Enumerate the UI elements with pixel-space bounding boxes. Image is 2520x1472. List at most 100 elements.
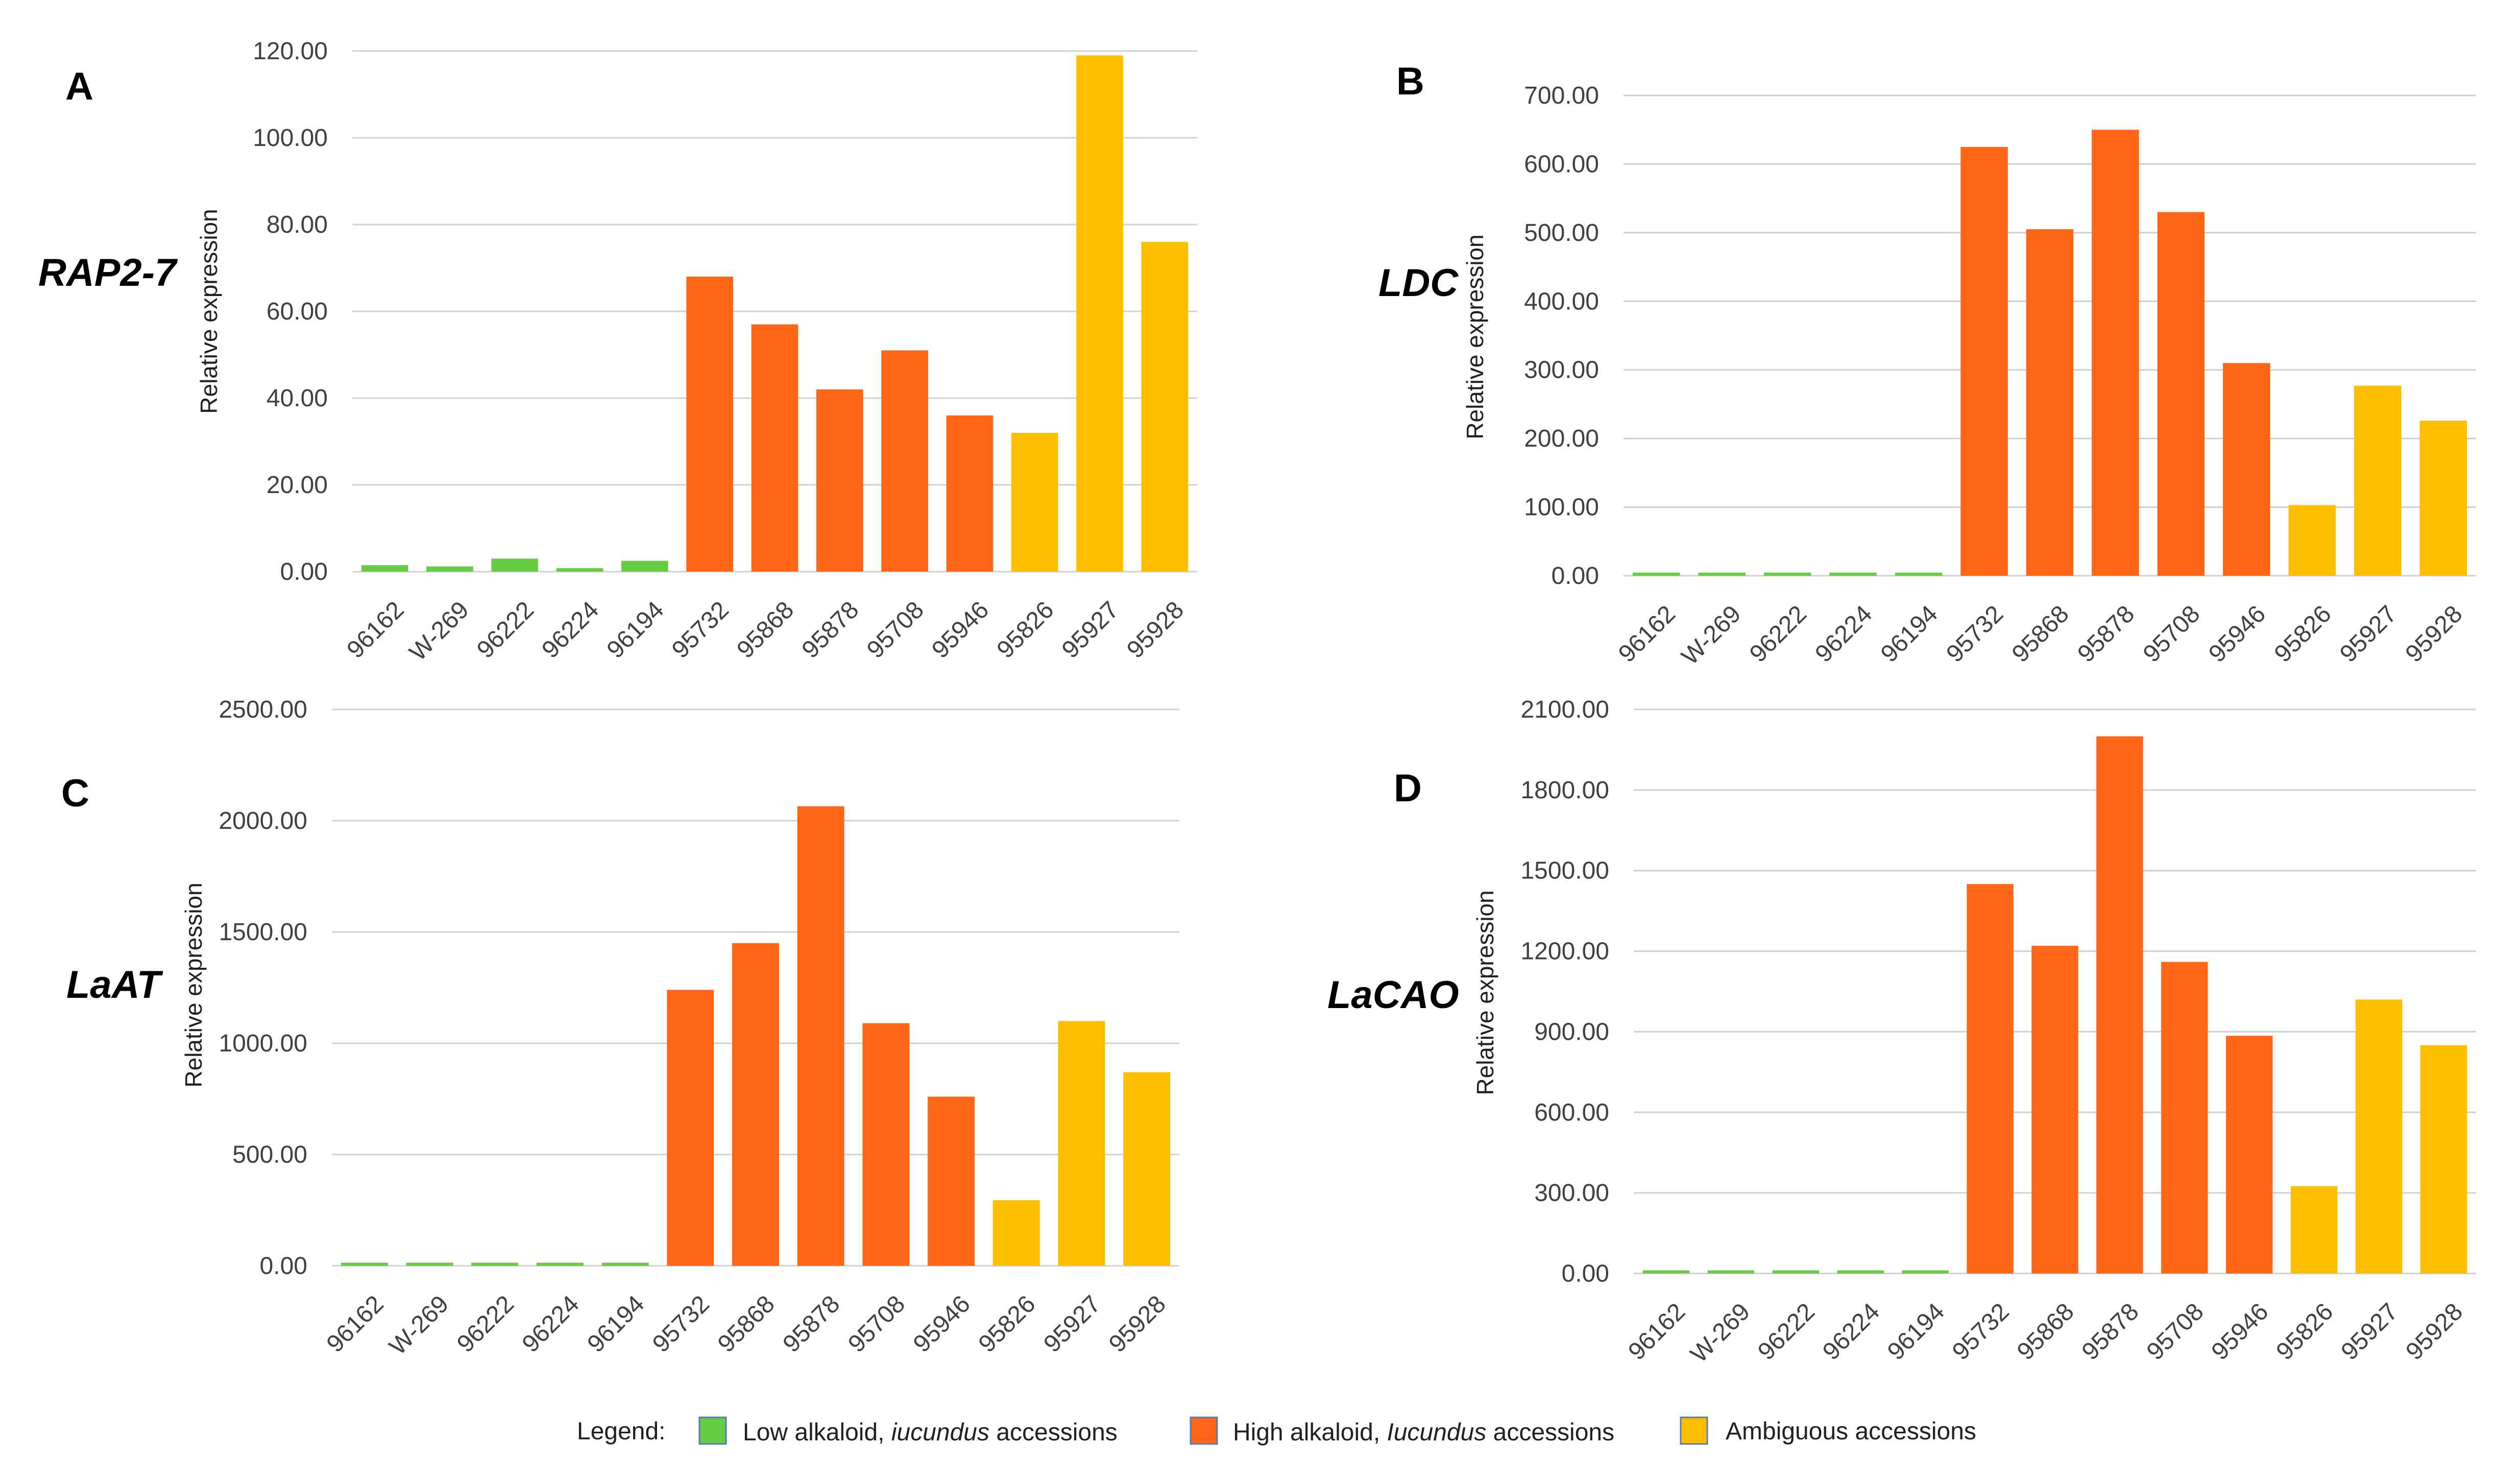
x-tick-label: 95928 <box>1122 596 1189 664</box>
x-tick-label: 95927 <box>1057 596 1124 664</box>
x-tick-label: 95946 <box>2207 1298 2274 1365</box>
bar-96224 <box>536 1263 584 1266</box>
y-tick-label: 0.00 <box>260 1253 307 1280</box>
x-tick-label: W-269 <box>404 596 474 666</box>
x-tick-label: 95928 <box>1104 1290 1171 1358</box>
x-tick-label: 96224 <box>1810 600 1878 668</box>
x-tick-label: 95826 <box>974 1290 1041 1358</box>
x-tick-label: 96222 <box>472 596 539 664</box>
bar-96194 <box>1895 573 1943 576</box>
x-tick-label: W-269 <box>384 1290 454 1360</box>
bar-96224 <box>1837 1270 1884 1273</box>
x-tick-label: 95878 <box>778 1290 845 1358</box>
y-tick-label: 1500.00 <box>1520 857 1609 885</box>
bar-95826 <box>1011 433 1058 572</box>
x-tick-label: 95826 <box>992 596 1059 664</box>
x-tick-label: 95826 <box>2269 600 2337 668</box>
bar-96222 <box>471 1263 519 1266</box>
y-tick-label: 500.00 <box>1524 219 1599 247</box>
bar-95708 <box>881 350 928 572</box>
x-tick-label: 95732 <box>667 596 734 664</box>
y-tick-label: 1500.00 <box>219 919 307 946</box>
bar-95928 <box>2419 421 2467 576</box>
bar-95826 <box>2291 1186 2338 1273</box>
bar-W-269 <box>1698 573 1746 576</box>
x-tick-label: 95868 <box>732 596 799 664</box>
bar-95868 <box>732 943 779 1266</box>
y-tick-label: 1800.00 <box>1520 777 1609 804</box>
legend-swatch-ambiguous <box>1680 1416 1708 1445</box>
bar-95946 <box>2226 1036 2273 1273</box>
x-tick-label: 95708 <box>843 1290 910 1358</box>
bar-96222 <box>491 558 539 572</box>
x-tick-label: 95927 <box>1038 1290 1106 1358</box>
y-tick-label: 120.00 <box>253 38 328 65</box>
bar-96224 <box>556 568 603 572</box>
x-tick-label: 95878 <box>2072 600 2140 668</box>
legend-prefix: Legend: <box>577 1418 666 1445</box>
bar-95946 <box>928 1096 975 1266</box>
y-axis-label: Relative expression <box>196 209 222 413</box>
x-tick-label: 95946 <box>2203 600 2271 668</box>
chart-panel-b: 0.00 100.00 200.00 300.00 400.00 500.00 600.00… <box>1378 60 2476 670</box>
x-tick-label: 95878 <box>797 596 864 664</box>
panel-letter-d: D <box>1394 767 1422 810</box>
bar-96222 <box>1763 573 1811 576</box>
bar-96162 <box>361 565 408 572</box>
x-tick-label: 96224 <box>537 596 604 664</box>
panel-letter-c: C <box>61 772 89 815</box>
x-tick-label: 95868 <box>2012 1298 2079 1365</box>
x-tick-label: 95878 <box>2077 1298 2144 1365</box>
y-tick-label: 900.00 <box>1534 1018 1609 1045</box>
x-tick-label: 95708 <box>2138 600 2206 668</box>
x-tick-label: 95732 <box>647 1290 715 1358</box>
x-tick-label: 96194 <box>1882 1298 1950 1365</box>
x-tick-label: 95927 <box>2335 600 2402 668</box>
legend-label-ambiguous: Ambiguous accessions <box>1726 1418 1976 1445</box>
bar-95868 <box>2031 946 2078 1273</box>
y-tick-label: 400.00 <box>1524 288 1599 315</box>
x-tick-label: 95868 <box>713 1290 780 1358</box>
bar-95928 <box>2420 1045 2467 1273</box>
gene-label-b: LDC <box>1378 261 1459 305</box>
gene-label-a: RAP2-7 <box>38 251 178 295</box>
legend-swatch-low <box>698 1416 727 1445</box>
x-tick-label: 96162 <box>1613 600 1681 668</box>
y-tick-label: 1200.00 <box>1520 938 1609 965</box>
y-tick-label: 1000.00 <box>219 1030 307 1057</box>
y-tick-label: 0.00 <box>1562 1260 1609 1287</box>
bar-96194 <box>601 1263 649 1266</box>
x-tick-label: 95946 <box>927 596 994 664</box>
x-tick-label: 96194 <box>602 596 669 664</box>
x-tick-label: 96162 <box>1623 1298 1690 1365</box>
x-tick-label: 95732 <box>1941 600 2008 668</box>
x-tick-label: 96224 <box>1818 1298 1885 1365</box>
chart-panel-d: 0.00 300.00 600.00 900.00 1200.00 1500.00 1800… <box>1327 696 2476 1368</box>
x-tick-label: 96224 <box>517 1290 585 1358</box>
y-tick-label: 100.00 <box>253 125 328 152</box>
chart-panel-c: 0.00 500.00 1000.00 1500.00 2000.00 2500.00 96… <box>61 696 1179 1360</box>
y-axis-label: Relative expression <box>180 882 207 1087</box>
x-tick-label: 96162 <box>322 1290 389 1358</box>
bar-95708 <box>2161 962 2208 1273</box>
x-tick-label: W-269 <box>1677 600 1747 670</box>
bar-95927 <box>1058 1021 1105 1266</box>
y-tick-label: 700.00 <box>1524 82 1599 109</box>
y-tick-label: 2500.00 <box>219 696 307 723</box>
x-tick-label: 96162 <box>342 596 409 664</box>
bar-95878 <box>797 806 844 1266</box>
bar-96162 <box>341 1263 388 1266</box>
bar-95868 <box>2026 229 2074 576</box>
x-tick-label: W-269 <box>1685 1298 1755 1368</box>
gene-label-c: LaAT <box>66 963 163 1007</box>
y-tick-label: 2000.00 <box>219 807 307 835</box>
x-tick-label: 95732 <box>1947 1298 2015 1365</box>
bar-95826 <box>2288 505 2336 576</box>
y-tick-label: 40.00 <box>266 385 328 412</box>
bar-96194 <box>621 560 668 572</box>
x-tick-label: 95868 <box>2007 600 2074 668</box>
y-tick-label: 300.00 <box>1534 1180 1609 1207</box>
legend-label-high: High alkaloid, Iucundus accessions <box>1233 1419 1614 1446</box>
y-tick-label: 0.00 <box>1552 562 1599 590</box>
